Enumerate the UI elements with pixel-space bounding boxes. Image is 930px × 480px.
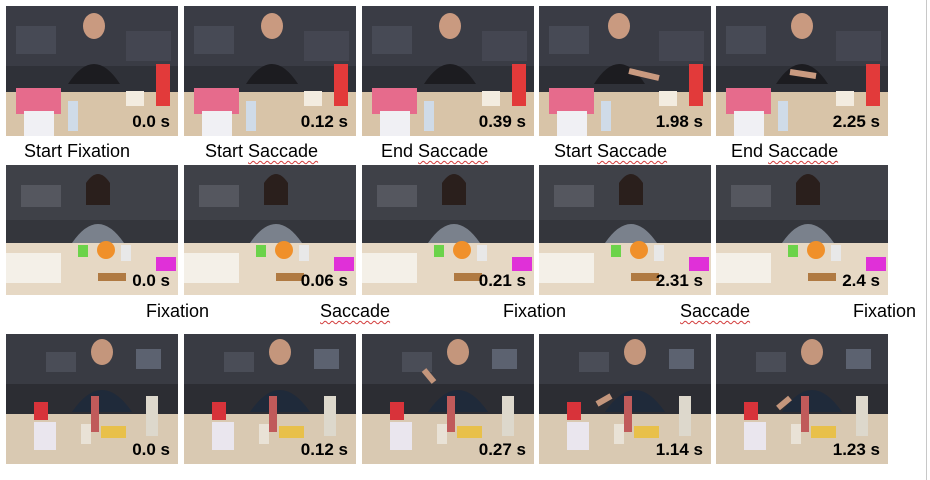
row2-frame-3: 0.21 s: [362, 165, 534, 295]
row3-frame-2: 0.12 s: [184, 334, 356, 464]
scene-woman-table-4: [539, 165, 711, 295]
timestamp: 0.0 s: [132, 112, 170, 131]
row3-frame-5: 1.23 s: [716, 334, 888, 464]
row2-frame-5: 2.4 s: [716, 165, 888, 295]
row3-frame-1: 0.0 s: [6, 334, 178, 464]
scene-man-table-3: [362, 334, 534, 464]
scene-woman-table-1: [6, 165, 178, 295]
row3-frame-4: 1.14 s: [539, 334, 711, 464]
scene-person-table-2: [184, 6, 356, 136]
row1-label-4: Start Saccade: [554, 141, 668, 161]
timestamp: 0.21 s: [478, 271, 526, 290]
row1-frame-5: 2.25 s: [716, 6, 888, 136]
scene-person-table-5: [716, 6, 888, 136]
scene-man-table-4: [539, 334, 711, 464]
row1-label-1: Start Fixation: [24, 141, 131, 161]
row1-label-5: End Saccade: [731, 141, 839, 161]
timestamp: 0.0 s: [132, 271, 170, 290]
scene-person-table-4: [539, 6, 711, 136]
row2-label-3: Fixation: [503, 301, 567, 321]
timestamp: 0.06 s: [300, 271, 348, 290]
row2-label-2: Saccade: [320, 301, 391, 321]
timestamp: 1.23 s: [832, 440, 880, 459]
row2-label-4: Saccade: [680, 301, 751, 321]
row2-label-5: Fixation: [853, 301, 917, 321]
row1-frame-3: 0.39 s: [362, 6, 534, 136]
timestamp: 1.98 s: [655, 112, 703, 131]
row2-label-1: Fixation: [146, 301, 210, 321]
row2-frame-4: 2.31 s: [539, 165, 711, 295]
row1-frame-2: 0.12 s: [184, 6, 356, 136]
row1-label-2: Start Saccade: [205, 141, 319, 161]
row1-frame-4: 1.98 s: [539, 6, 711, 136]
scene-woman-table-5: [716, 165, 888, 295]
timestamp: 2.31 s: [655, 271, 703, 290]
scene-man-table-1: [6, 334, 178, 464]
scene-person-table-3: [362, 6, 534, 136]
scene-woman-table-3: [362, 165, 534, 295]
page-edge-divider: [926, 0, 927, 480]
row3-frame-3: 0.27 s: [362, 334, 534, 464]
timestamp: 2.25 s: [832, 112, 880, 131]
timestamp: 0.12 s: [300, 112, 348, 131]
row1-frame-1: 0.0 s: [6, 6, 178, 136]
scene-woman-table-2: [184, 165, 356, 295]
timestamp: 0.12 s: [300, 440, 348, 459]
timestamp: 2.4 s: [842, 271, 880, 290]
row2-frame-2: 0.06 s: [184, 165, 356, 295]
timestamp: 0.0 s: [132, 440, 170, 459]
scene-man-table-2: [184, 334, 356, 464]
scene-man-table-5: [716, 334, 888, 464]
row1-label-3: End Saccade: [381, 141, 489, 161]
timestamp: 1.14 s: [655, 440, 703, 459]
row2-frame-1: 0.0 s: [6, 165, 178, 295]
scene-person-table-1: [6, 6, 178, 136]
timestamp: 0.27 s: [478, 440, 526, 459]
timestamp: 0.39 s: [478, 112, 526, 131]
